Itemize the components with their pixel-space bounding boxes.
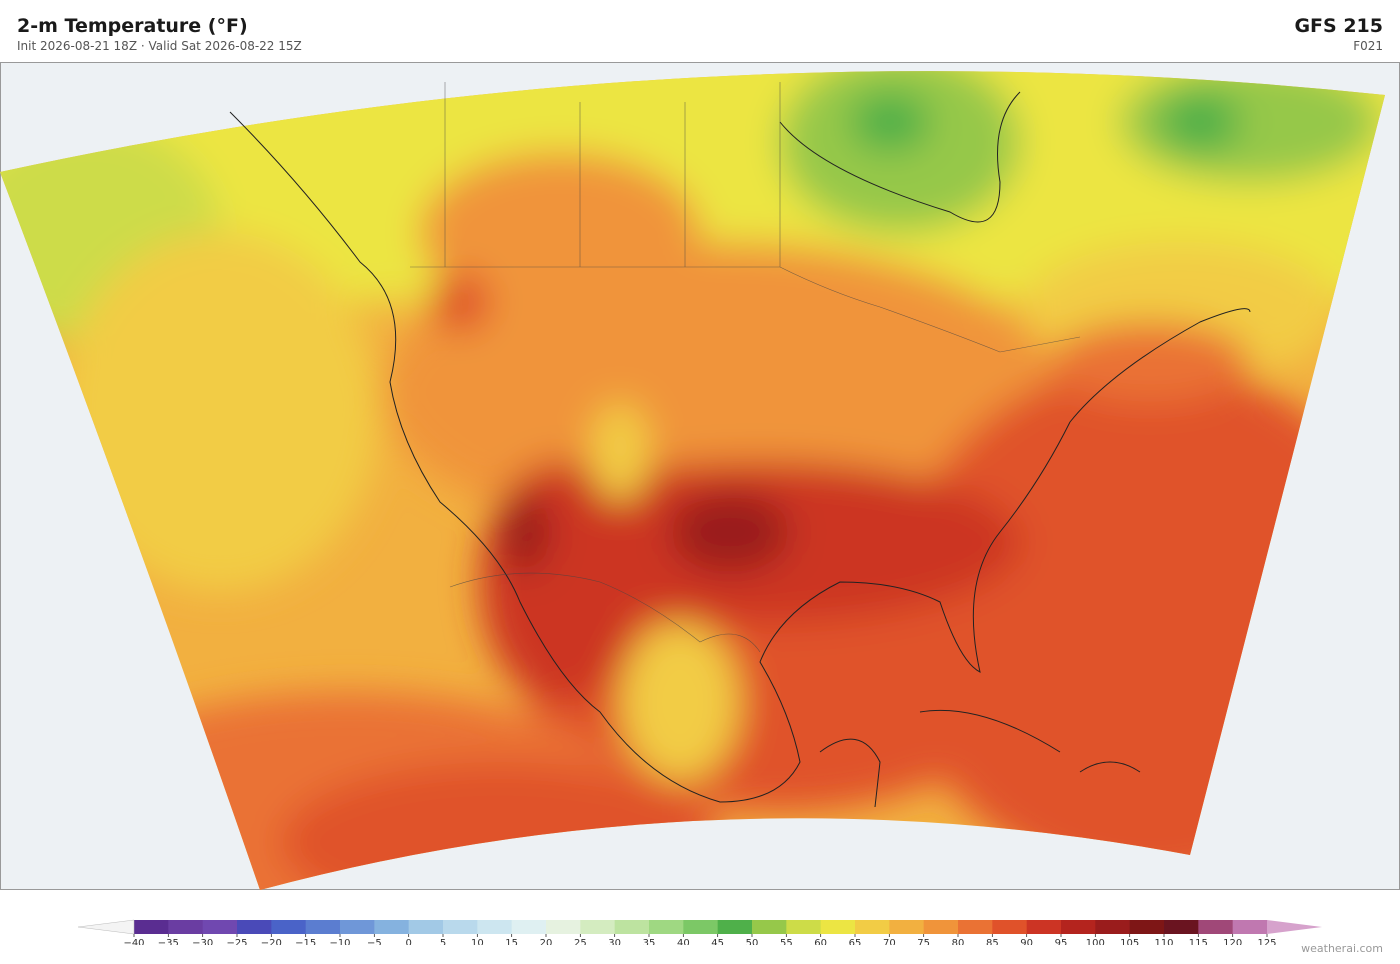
colorbar-tick-label: −10 xyxy=(329,938,350,945)
colorbar-bin xyxy=(1164,920,1199,934)
map-title: 2-m Temperature (°F) xyxy=(17,15,248,37)
colorbar-bin xyxy=(408,920,444,934)
colorbar-bin xyxy=(786,920,822,934)
colorbar-bin xyxy=(820,920,856,934)
colorbar-tick-label: 15 xyxy=(505,938,518,945)
forecast-hour: F021 xyxy=(1353,39,1383,53)
colorbar-tick-label: −35 xyxy=(158,938,179,945)
colorbar-tick-label: 80 xyxy=(952,938,965,945)
colorbar-bin xyxy=(717,920,753,934)
colorbar-tick-label: 95 xyxy=(1055,938,1068,945)
colorbar-tick-label: 55 xyxy=(780,938,793,945)
colorbar-bin xyxy=(683,920,719,934)
colorbar-tick-label: 30 xyxy=(608,938,621,945)
colorbar-bin xyxy=(546,920,581,934)
colorbar-bin xyxy=(374,920,410,934)
colorbar-tick-label: 25 xyxy=(574,938,587,945)
colorbar-tick-label: −25 xyxy=(226,938,247,945)
colorbar-bin xyxy=(752,920,787,934)
colorbar-tick-label: 85 xyxy=(986,938,999,945)
colorbar: −40 −35 −30 −25 −20 −15 −10 −5 0 5 10 15 20 25 30 35 40 4… xyxy=(77,919,1322,945)
colorbar-bin xyxy=(477,920,513,934)
colorbar-bin xyxy=(305,920,341,934)
colorbar-bin xyxy=(340,920,375,934)
colorbar-tick-label: −30 xyxy=(192,938,213,945)
colorbar-tick-label: 125 xyxy=(1257,938,1276,945)
model-name: GFS 215 xyxy=(1294,15,1383,37)
colorbar-bin xyxy=(237,920,272,934)
colorbar-bin xyxy=(614,920,650,934)
colorbar-bin xyxy=(923,920,959,934)
map-subtitle: Init 2026-08-21 18Z · Valid Sat 2026-08-… xyxy=(17,39,302,53)
colorbar-bin xyxy=(1232,920,1268,934)
colorbar-bin xyxy=(855,920,890,934)
colorbar-bin xyxy=(1198,920,1234,934)
colorbar-tick-label: −5 xyxy=(367,938,382,945)
colorbar-bin xyxy=(1026,920,1062,934)
map xyxy=(0,62,1400,890)
colorbar-under xyxy=(77,919,135,935)
colorbar-bin xyxy=(1061,920,1096,934)
colorbar-bin xyxy=(889,920,925,934)
colorbar-tick-label: 75 xyxy=(917,938,930,945)
temperature-field xyxy=(0,71,1385,890)
colorbar-tick-label: 20 xyxy=(540,938,553,945)
colorbar-bin xyxy=(1129,920,1165,934)
colorbar-tick-label: 120 xyxy=(1223,938,1242,945)
colorbar-tick-label: 105 xyxy=(1120,938,1139,945)
colorbar-bin xyxy=(649,920,684,934)
colorbar-tick-label: 5 xyxy=(440,938,446,945)
colorbar-bin xyxy=(992,920,1028,934)
borders xyxy=(410,82,1081,653)
colorbar-bin xyxy=(202,920,238,934)
colorbar-bin xyxy=(134,920,169,934)
colorbar-tick-label: 100 xyxy=(1086,938,1105,945)
colorbar-tick-label: 90 xyxy=(1020,938,1033,945)
colorbar-tick-label: 65 xyxy=(849,938,862,945)
colorbar-tick-label: 70 xyxy=(883,938,896,945)
colorbar-tick-label: −40 xyxy=(123,938,144,945)
colorbar-tick-label: 0 xyxy=(405,938,411,945)
colorbar-tick-label: 115 xyxy=(1189,938,1208,945)
colorbar-tick-label: 50 xyxy=(746,938,759,945)
colorbar-bin xyxy=(443,920,478,934)
colorbar-bin xyxy=(580,920,616,934)
colorbar-tick-label: 45 xyxy=(711,938,724,945)
colorbar-tick-label: −20 xyxy=(261,938,282,945)
colorbar-bin xyxy=(271,920,307,934)
colorbar-tick-label: 10 xyxy=(471,938,484,945)
coastlines xyxy=(229,91,1251,808)
colorbar-tick-label: 35 xyxy=(643,938,656,945)
colorbar-tick-label: 60 xyxy=(814,938,827,945)
colorbar-bin xyxy=(1095,920,1131,934)
credit: weatherai.com xyxy=(1301,942,1383,955)
colorbar-tick-label: 40 xyxy=(677,938,690,945)
colorbar-tick-label: 110 xyxy=(1154,938,1173,945)
colorbar-bin xyxy=(958,920,993,934)
colorbar-bin xyxy=(511,920,547,934)
colorbar-tick-label: −15 xyxy=(295,938,316,945)
colorbar-bin xyxy=(168,920,204,934)
colorbar-over xyxy=(1267,920,1322,934)
